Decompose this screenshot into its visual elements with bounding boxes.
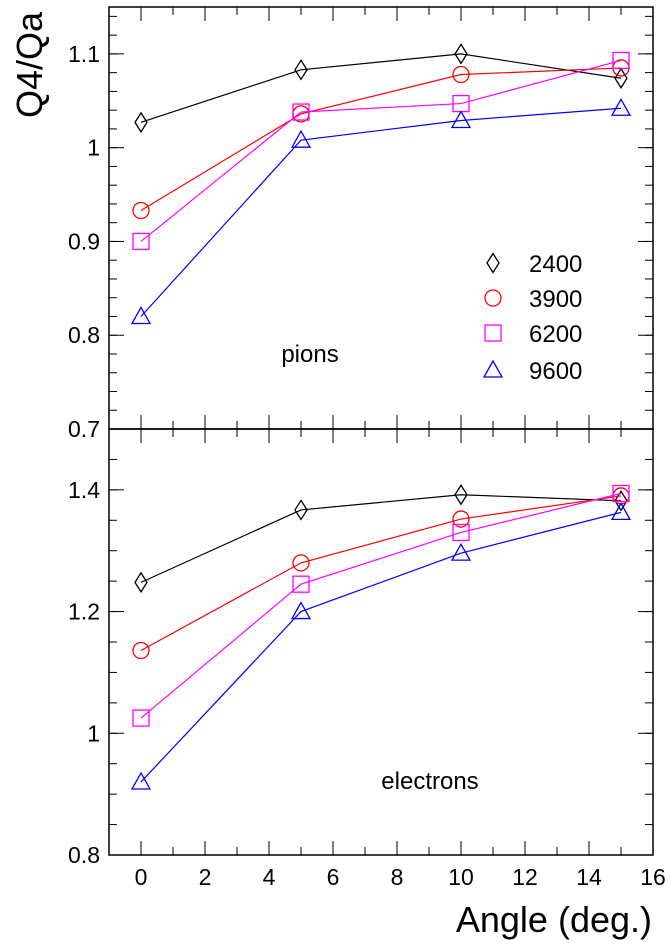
series-line-2400 — [140, 53, 622, 123]
data-point-9600 — [450, 110, 472, 129]
series-line-9600 — [140, 511, 622, 783]
data-point-6200 — [292, 103, 310, 121]
x-tick-label: 10 — [448, 864, 474, 890]
legend-marker-3900 — [484, 289, 502, 307]
data-point-6200 — [132, 232, 150, 251]
data-point-6200 — [132, 709, 150, 727]
legend-marker-2400 — [486, 252, 500, 274]
pions-panel: 0.7 0.8 0.9 1 1.1 pions — [68, 6, 654, 442]
data-point-6200 — [612, 484, 630, 503]
data-point-9600 — [450, 542, 472, 561]
series-line-6200 — [140, 59, 622, 242]
series-line-3900 — [140, 67, 622, 212]
data-point-3900 — [132, 201, 150, 220]
series-line-2400 — [140, 494, 622, 583]
legend: 2400 3900 6200 9600 — [482, 251, 582, 385]
y-tick-label: 1.1 — [68, 41, 100, 67]
data-point-3900 — [132, 641, 150, 660]
y-tick-label: 1.4 — [68, 477, 100, 503]
data-point-6200 — [612, 51, 630, 70]
y-tick-label: 1.2 — [68, 599, 100, 625]
data-point-2400 — [294, 499, 308, 521]
x-tick-label: 14 — [576, 864, 602, 890]
data-point-6200 — [452, 523, 470, 542]
y-tick-label: 0.7 — [68, 416, 100, 442]
data-point-9600 — [290, 129, 312, 148]
data-point-9600 — [290, 601, 312, 620]
data-point-2400 — [614, 490, 628, 512]
data-point-3900 — [452, 65, 470, 84]
x-tick-label: 4 — [263, 864, 276, 890]
y-tick-label: 0.9 — [68, 228, 100, 254]
legend-label: 9600 — [529, 358, 582, 385]
y-axis-label: Q4/Qa — [9, 11, 50, 118]
x-tick-label: 6 — [327, 864, 340, 890]
legend-marker-9600 — [482, 359, 504, 378]
legend-marker-6200 — [484, 324, 502, 342]
data-point-9600 — [610, 97, 632, 116]
series-line-9600 — [140, 107, 622, 317]
x-tick-label: 16 — [640, 864, 666, 890]
x-tick-label: 8 — [391, 864, 404, 890]
data-point-2400 — [454, 484, 468, 506]
panel-annotation: pions — [281, 341, 338, 368]
data-point-2400 — [134, 571, 148, 594]
data-point-2400 — [134, 111, 148, 134]
electrons-panel: 0 2 4 6 8 10 12 14 16 0.8 1 1.2 1.4 electrons — [68, 428, 666, 890]
series-line-6200 — [140, 492, 622, 719]
data-point-9600 — [130, 306, 152, 325]
data-point-9600 — [130, 771, 152, 790]
data-point-6200 — [292, 575, 310, 593]
data-point-3900 — [292, 554, 310, 572]
data-point-9600 — [610, 502, 632, 521]
panel-annotation: electrons — [381, 768, 478, 795]
x-axis-label: Angle (deg.) — [456, 899, 652, 940]
x-tick-label: 2 — [199, 864, 212, 890]
legend-label: 6200 — [529, 321, 582, 348]
y-tick-label: 0.8 — [68, 842, 100, 868]
legend-label: 3900 — [529, 286, 582, 313]
x-tick-label: 0 — [135, 864, 148, 890]
y-tick-label: 0.8 — [68, 322, 100, 348]
legend-label: 2400 — [529, 251, 582, 278]
data-point-3900 — [452, 510, 470, 528]
y-tick-label: 1 — [87, 135, 100, 161]
x-tick-label: 12 — [512, 864, 538, 890]
series-line-3900 — [140, 495, 622, 652]
y-tick-label: 1 — [87, 720, 100, 746]
data-point-2400 — [454, 43, 468, 65]
data-point-2400 — [294, 59, 308, 81]
